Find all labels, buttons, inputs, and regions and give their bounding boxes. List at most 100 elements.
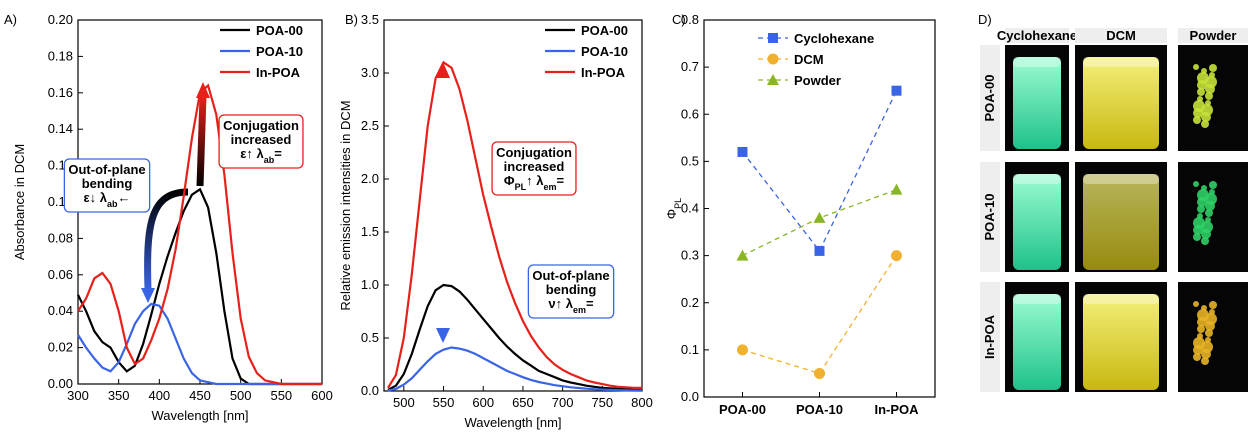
marker <box>737 146 748 157</box>
series-line <box>387 283 643 391</box>
powder <box>1205 100 1211 106</box>
row-header: POA-00 <box>982 75 997 122</box>
annotation-text: ν↑ λem= <box>548 296 594 315</box>
y-tick-label: 0.0 <box>361 383 379 398</box>
x-tick-label: 800 <box>631 395 653 410</box>
row-header-bg <box>980 282 1000 392</box>
powder <box>1201 104 1213 116</box>
legend-label: Cyclohexane <box>794 31 874 46</box>
powder <box>1201 341 1213 353</box>
x-tick-label: 750 <box>591 395 613 410</box>
powder <box>1205 217 1211 223</box>
plot-frame <box>383 19 643 392</box>
legend-marker <box>768 33 778 43</box>
powder <box>1197 213 1203 219</box>
x-tick-label: 600 <box>311 388 333 403</box>
panel-label: C) <box>672 12 686 27</box>
column-header-bg <box>1005 28 1069 43</box>
vial <box>1013 174 1061 270</box>
powder <box>1209 309 1215 315</box>
column-header: Cyclohexane <box>997 28 1077 43</box>
y-axis-label: ΦPL <box>664 198 683 219</box>
text-part: ← <box>118 190 131 205</box>
x-tick-label: 550 <box>433 395 455 410</box>
text-part: Out-of-plane <box>532 268 609 283</box>
vial <box>1083 57 1159 149</box>
powder <box>1209 72 1215 78</box>
text-part: ↑ λ <box>526 173 544 188</box>
y-tick-label: 2.5 <box>361 118 379 133</box>
y-tick-label: 0.5 <box>361 330 379 345</box>
panel-label: A) <box>4 12 17 27</box>
powder <box>1209 189 1215 195</box>
y-tick-label: 0.18 <box>48 48 73 63</box>
annotation-text: ΦPL↑ λem= <box>504 173 565 192</box>
x-tick-label: POA-10 <box>796 402 843 417</box>
series-line <box>77 302 322 386</box>
x-tick-label: 400 <box>148 388 170 403</box>
text-part: ε↓ λ <box>83 190 107 205</box>
photo <box>1178 282 1248 392</box>
powder <box>1193 116 1201 124</box>
subscript: PL <box>673 198 683 209</box>
y-tick-label: 3.5 <box>361 12 379 27</box>
text-part: bending <box>546 282 597 297</box>
text-part: ν↑ λ <box>548 296 573 311</box>
legend-marker <box>767 74 779 85</box>
y-tick-label: 0.1 <box>681 342 699 357</box>
x-tick-label: 350 <box>108 388 130 403</box>
text-part: Φ <box>504 173 515 188</box>
annotation-text: bending <box>82 176 133 191</box>
powder <box>1197 333 1203 339</box>
annotation-text: increased <box>231 132 292 147</box>
vial-glare <box>1013 57 1061 67</box>
powder <box>1197 325 1205 333</box>
series-line <box>77 83 322 386</box>
text-part: = <box>586 296 594 311</box>
powder <box>1209 64 1217 72</box>
x-tick-label: 700 <box>552 395 574 410</box>
text-part: Conjugation <box>496 145 572 160</box>
powder <box>1209 301 1217 309</box>
annotation-box <box>218 114 304 169</box>
powder <box>1193 64 1199 70</box>
y-tick-label: 0.0 <box>681 389 699 404</box>
annotation-text: increased <box>504 159 565 174</box>
text-part: bending <box>82 176 133 191</box>
annotation-text: Out-of-plane <box>532 268 609 283</box>
annotation-text: bending <box>546 282 597 297</box>
annotation-text: ε↑ λab= <box>240 146 282 165</box>
powder <box>1193 233 1201 241</box>
y-tick-label: 0.06 <box>48 267 73 282</box>
series-line <box>742 255 898 375</box>
y-tick-label: 0.2 <box>681 295 699 310</box>
y-tick-label: 0.16 <box>48 85 73 100</box>
panel-label: D) <box>978 12 992 27</box>
x-tick-label: 550 <box>270 388 292 403</box>
powder <box>1205 193 1217 205</box>
y-tick-label: 0.08 <box>48 230 73 245</box>
powder <box>1197 88 1205 96</box>
y-tick-label: 0.6 <box>681 106 699 121</box>
x-tick-label: In-POA <box>874 402 919 417</box>
series-line <box>387 60 642 389</box>
powder <box>1201 305 1207 311</box>
powder <box>1205 92 1213 100</box>
marker <box>814 367 825 379</box>
legend-label: In-POA <box>581 65 626 80</box>
y-axis-label: Absorbance in DCM <box>12 144 27 260</box>
powder <box>1193 181 1199 187</box>
text-part: = <box>556 173 564 188</box>
vial-glare <box>1083 174 1159 184</box>
arrow-head <box>436 328 450 343</box>
text-part: Conjugation <box>223 118 299 133</box>
marker <box>814 245 825 256</box>
column-header: Powder <box>1190 28 1237 43</box>
powder <box>1201 221 1213 233</box>
subscript: em <box>573 305 586 315</box>
powder <box>1201 68 1207 74</box>
powder <box>1197 96 1203 102</box>
subscript: PL <box>515 182 527 192</box>
